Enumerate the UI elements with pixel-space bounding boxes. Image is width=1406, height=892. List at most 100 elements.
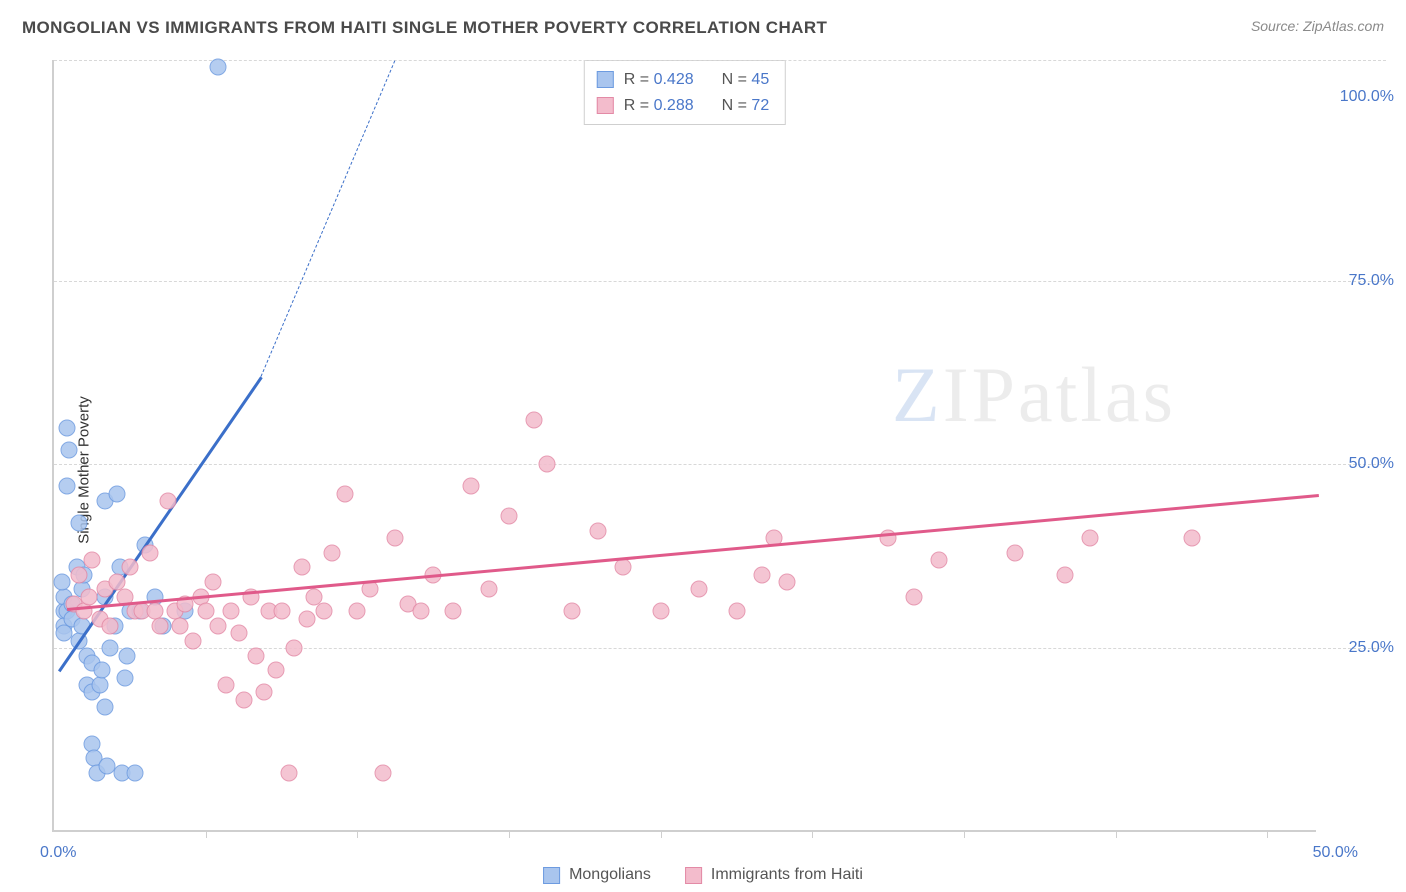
data-point	[255, 684, 272, 701]
data-point	[159, 493, 176, 510]
data-point	[930, 551, 947, 568]
data-point	[222, 603, 239, 620]
data-point	[58, 419, 75, 436]
x-tick	[206, 830, 207, 838]
data-point	[526, 412, 543, 429]
data-point	[91, 676, 108, 693]
data-point	[126, 765, 143, 782]
data-point	[779, 574, 796, 591]
stats-row: R = 0.288 N = 72	[597, 93, 769, 119]
data-point	[185, 632, 202, 649]
gridline	[54, 60, 1386, 61]
stat-r-label: R = 0.428	[624, 67, 694, 93]
legend-label: Mongolians	[569, 866, 651, 884]
x-min-label: 0.0%	[40, 844, 76, 862]
data-point	[614, 559, 631, 576]
data-point	[210, 59, 227, 76]
data-point	[1057, 566, 1074, 583]
data-point	[336, 485, 353, 502]
data-point	[728, 603, 745, 620]
data-point	[1006, 544, 1023, 561]
x-tick	[661, 830, 662, 838]
data-point	[248, 647, 265, 664]
stat-n-label: N = 72	[722, 93, 770, 119]
data-point	[83, 551, 100, 568]
data-point	[412, 603, 429, 620]
x-tick	[1116, 830, 1117, 838]
data-point	[268, 662, 285, 679]
data-point	[387, 529, 404, 546]
data-point	[445, 603, 462, 620]
x-tick	[357, 830, 358, 838]
data-point	[235, 691, 252, 708]
legend-item: Immigrants from Haiti	[685, 866, 863, 884]
x-max-label: 50.0%	[1313, 844, 1358, 862]
data-point	[58, 478, 75, 495]
data-point	[96, 699, 113, 716]
data-point	[298, 610, 315, 627]
data-point	[1082, 529, 1099, 546]
legend-item: Mongolians	[543, 866, 651, 884]
y-tick-label: 75.0%	[1349, 272, 1394, 290]
data-point	[53, 574, 70, 591]
data-point	[101, 618, 118, 635]
swatch-icon	[543, 867, 560, 884]
bottom-legend: Mongolians Immigrants from Haiti	[543, 866, 863, 884]
data-point	[94, 662, 111, 679]
data-point	[210, 618, 227, 635]
data-point	[281, 765, 298, 782]
swatch-icon	[597, 97, 614, 114]
data-point	[205, 574, 222, 591]
data-point	[652, 603, 669, 620]
data-point	[109, 485, 126, 502]
data-point	[538, 456, 555, 473]
data-point	[172, 618, 189, 635]
data-point	[119, 647, 136, 664]
data-point	[121, 559, 138, 576]
gridline	[54, 464, 1386, 465]
data-point	[753, 566, 770, 583]
data-point	[71, 566, 88, 583]
y-tick-label: 25.0%	[1349, 639, 1394, 657]
data-point	[293, 559, 310, 576]
data-point	[589, 522, 606, 539]
data-point	[197, 603, 214, 620]
swatch-icon	[597, 71, 614, 88]
data-point	[1183, 529, 1200, 546]
data-point	[905, 588, 922, 605]
data-point	[61, 441, 78, 458]
data-point	[374, 765, 391, 782]
x-tick	[1267, 830, 1268, 838]
data-point	[690, 581, 707, 598]
legend-label: Immigrants from Haiti	[711, 866, 863, 884]
data-point	[152, 618, 169, 635]
y-tick-label: 100.0%	[1340, 88, 1394, 106]
stat-n-label: N = 45	[722, 67, 770, 93]
stat-r-label: R = 0.288	[624, 93, 694, 119]
data-point	[142, 544, 159, 561]
data-point	[230, 625, 247, 642]
stats-legend-box: R = 0.428 N = 45 R = 0.288 N = 72	[584, 60, 786, 125]
data-point	[324, 544, 341, 561]
data-point	[349, 603, 366, 620]
data-point	[564, 603, 581, 620]
trend-line	[261, 60, 396, 377]
swatch-icon	[685, 867, 702, 884]
data-point	[480, 581, 497, 598]
plot-area: ZIPatlas R = 0.428N = 45R = 0.288N = 72 …	[52, 60, 1316, 832]
gridline	[54, 281, 1386, 282]
y-tick-label: 50.0%	[1349, 455, 1394, 473]
chart-container: Single Mother Poverty ZIPatlas R = 0.428…	[0, 48, 1406, 892]
data-point	[71, 515, 88, 532]
x-tick	[964, 830, 965, 838]
chart-title: MONGOLIAN VS IMMIGRANTS FROM HAITI SINGL…	[22, 18, 827, 38]
data-point	[217, 676, 234, 693]
data-point	[273, 603, 290, 620]
data-point	[101, 640, 118, 657]
data-point	[286, 640, 303, 657]
data-point	[463, 478, 480, 495]
data-point	[501, 507, 518, 524]
source-label: Source: ZipAtlas.com	[1251, 18, 1384, 34]
watermark: ZIPatlas	[892, 350, 1176, 440]
x-tick	[509, 830, 510, 838]
